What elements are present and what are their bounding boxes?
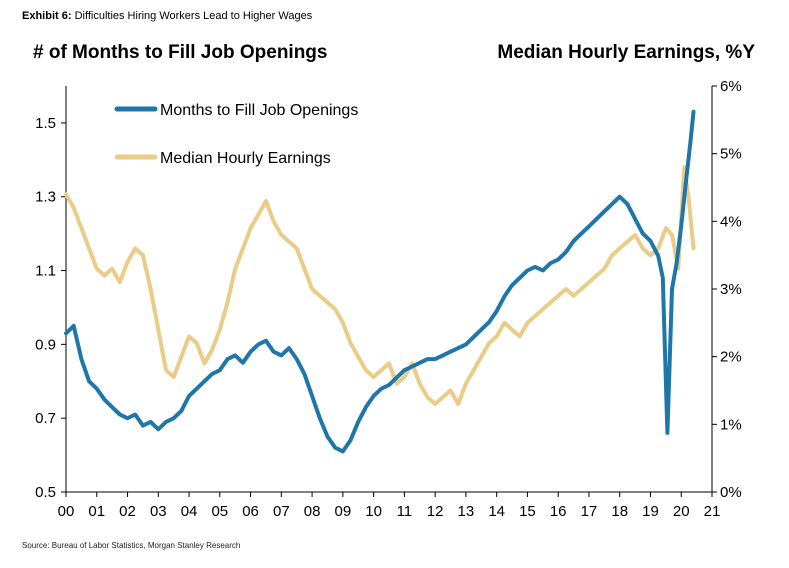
x-tick-label: 21 <box>704 503 721 520</box>
x-tick-label: 02 <box>119 503 136 520</box>
left-tick-label: 0.9 <box>35 336 56 353</box>
right-tick-label: 4% <box>720 213 742 230</box>
x-tick-label: 15 <box>519 503 536 520</box>
x-tick-label: 05 <box>211 503 228 520</box>
x-tick-label: 19 <box>642 503 659 520</box>
left-tick-label: 0.5 <box>35 484 56 501</box>
x-tick-label: 12 <box>427 503 444 520</box>
left-axis-title: # of Months to Fill Job Openings <box>33 42 328 63</box>
x-tick-label: 20 <box>673 503 690 520</box>
left-tick-label: 1.3 <box>35 189 56 206</box>
legend-label: Median Hourly Earnings <box>160 150 331 167</box>
x-tick-label: 18 <box>611 503 628 520</box>
x-tick-label: 04 <box>181 503 198 520</box>
x-tick-label: 14 <box>488 503 505 520</box>
median-hourly-earnings-series-line <box>64 165 696 406</box>
months-to-fill-series-line <box>64 109 696 454</box>
x-tick-label: 00 <box>58 503 75 520</box>
right-tick-label: 2% <box>720 349 742 366</box>
right-axis-title: Median Hourly Earnings, %Y <box>497 42 755 63</box>
right-tick-label: 3% <box>720 281 742 298</box>
x-tick-label: 03 <box>150 503 167 520</box>
x-tick-label: 06 <box>242 503 259 520</box>
x-tick-label: 07 <box>273 503 290 520</box>
left-tick-label: 1.1 <box>35 263 56 280</box>
x-tick-label: 01 <box>88 503 105 520</box>
x-tick-label: 13 <box>458 503 475 520</box>
exhibit-caption: Exhibit 6: Difficulties Hiring Workers L… <box>22 10 312 22</box>
x-tick-label: 11 <box>397 503 413 520</box>
right-tick-label: 6% <box>720 78 742 95</box>
source-note: Source: Bureau of Labor Statistics, Morg… <box>22 541 241 550</box>
exhibit-title: Difficulties Hiring Workers Lead to High… <box>74 10 313 22</box>
right-tick-label: 0% <box>720 484 742 501</box>
exhibit-label: Exhibit 6: <box>22 10 72 22</box>
right-tick-label: 1% <box>720 416 742 433</box>
left-tick-label: 1.5 <box>35 115 56 132</box>
x-tick-label: 16 <box>550 503 567 520</box>
left-tick-label: 0.7 <box>35 410 56 427</box>
x-tick-label: 09 <box>335 503 352 520</box>
x-tick-label: 08 <box>304 503 321 520</box>
x-tick-label: 10 <box>365 503 382 520</box>
x-tick-label: 17 <box>581 503 598 520</box>
legend-label: Months to Fill Job Openings <box>160 102 358 119</box>
right-tick-label: 5% <box>720 146 742 163</box>
